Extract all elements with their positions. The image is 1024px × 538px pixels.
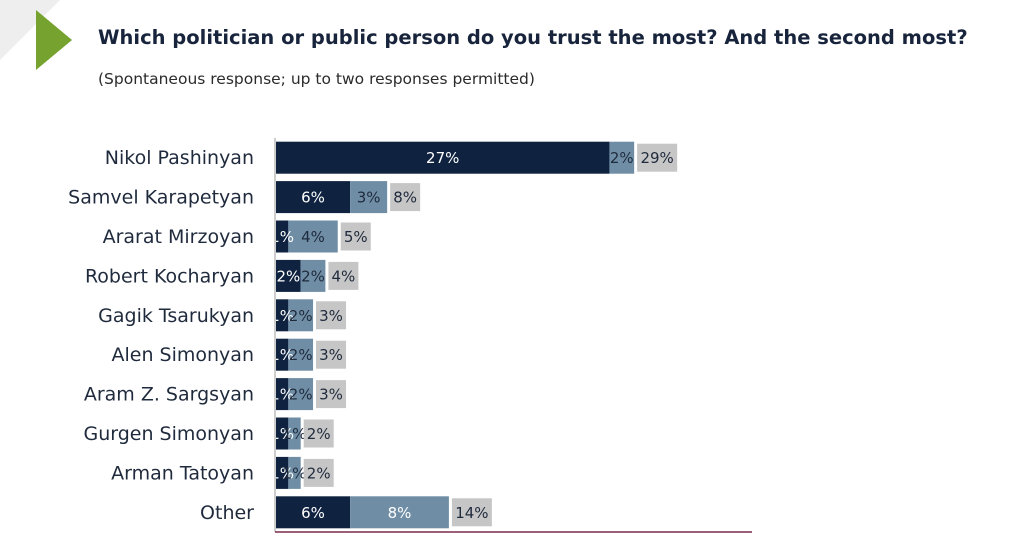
first-mention-value-label: 2% — [276, 267, 300, 285]
first-mention-value-label: 1% — [270, 228, 294, 246]
first-mention-value-label: 6% — [301, 189, 325, 207]
total-value-label: 3% — [319, 386, 343, 404]
second-mention-value-label: 1% — [283, 425, 307, 443]
category-label: Gurgen Simonyan — [83, 423, 254, 445]
total-value-label: 4% — [332, 267, 356, 285]
second-mention-value-label: 2% — [610, 149, 634, 167]
first-mention-value-label: 1% — [270, 346, 294, 364]
second-mention-bar — [288, 299, 314, 332]
second-mention-value-label: 4% — [301, 228, 325, 246]
total-value-box — [316, 301, 347, 330]
category-label: Aram Z. Sargsyan — [84, 384, 254, 406]
second-mention-bar — [288, 220, 338, 253]
first-mention-bar — [276, 456, 289, 489]
second-mention-bar — [288, 417, 301, 450]
category-label: Alen Simonyan — [112, 344, 255, 366]
second-mention-value-label: 8% — [388, 504, 412, 522]
total-value-label: 29% — [640, 149, 673, 167]
second-mention-value-label: 2% — [289, 307, 313, 325]
chart-subtitle: (Spontaneous response; up to two respons… — [98, 70, 535, 88]
first-mention-bar — [276, 417, 289, 450]
category-label: Nikol Pashinyan — [105, 147, 254, 169]
second-mention-bar — [288, 338, 314, 371]
first-mention-bar — [276, 181, 351, 214]
total-value-box — [316, 340, 347, 369]
first-mention-bar — [276, 259, 301, 292]
total-value-box — [637, 143, 678, 172]
first-mention-bar — [276, 338, 289, 371]
total-value-label: 8% — [393, 189, 417, 207]
first-mention-bar — [276, 141, 610, 174]
first-mention-value-label: 27% — [426, 149, 459, 167]
second-mention-bar — [350, 181, 388, 214]
second-mention-bar — [350, 496, 449, 529]
total-value-label: 14% — [455, 504, 488, 522]
total-value-label: 3% — [319, 346, 343, 364]
first-mention-bar — [276, 496, 351, 529]
first-mention-value-label: 1% — [270, 425, 294, 443]
first-mention-bar — [276, 378, 289, 411]
first-mention-value-label: 1% — [270, 307, 294, 325]
second-mention-value-label: 2% — [289, 346, 313, 364]
total-value-box — [328, 261, 359, 290]
category-label: Robert Kocharyan — [85, 265, 254, 287]
total-value-label: 5% — [344, 228, 368, 246]
category-label: Samvel Karapetyan — [68, 187, 254, 209]
second-mention-bar — [288, 378, 314, 411]
total-value-box — [303, 419, 334, 448]
total-value-label: 2% — [307, 425, 331, 443]
category-label: Ararat Mirzoyan — [103, 226, 254, 248]
second-mention-value-label: 2% — [301, 267, 325, 285]
corner-decoration — [0, 0, 72, 70]
category-label: Gagik Tsarukyan — [98, 305, 254, 327]
total-value-label: 3% — [319, 307, 343, 325]
first-mention-value-label: 6% — [301, 504, 325, 522]
corner-gray-shape — [0, 0, 60, 60]
second-mention-bar — [300, 259, 326, 292]
second-mention-bar — [609, 141, 635, 174]
second-mention-bar — [288, 456, 301, 489]
first-mention-value-label: 1% — [270, 464, 294, 482]
total-value-box — [451, 498, 492, 527]
accent-triangle-icon — [36, 10, 72, 70]
second-mention-value-label: 3% — [357, 189, 381, 207]
total-value-box — [390, 183, 421, 212]
chart-title: Which politician or public person do you… — [98, 26, 968, 49]
total-value-box — [303, 458, 334, 487]
total-value-box — [316, 380, 347, 409]
second-mention-value-label: 1% — [283, 464, 307, 482]
first-mention-bar — [276, 220, 289, 253]
category-label: Arman Tatoyan — [111, 462, 254, 484]
total-value-box — [340, 222, 371, 251]
category-label: Other — [200, 502, 254, 524]
total-value-label: 2% — [307, 464, 331, 482]
second-mention-value-label: 2% — [289, 386, 313, 404]
first-mention-value-label: 1% — [270, 386, 294, 404]
first-mention-bar — [276, 299, 289, 332]
